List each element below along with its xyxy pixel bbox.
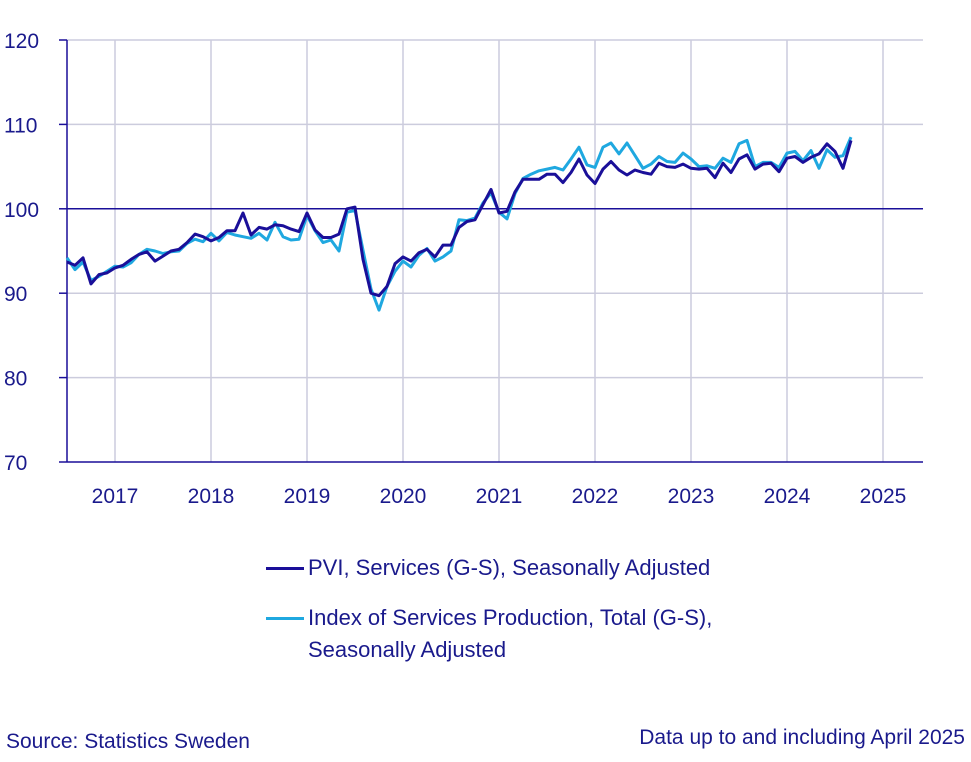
series-line-pvi bbox=[66, 139, 853, 298]
x-tick-label-2019: 2019 bbox=[284, 485, 331, 508]
tick-labels: 70 80 90 100 110 120 2017 2018 2019 2020 2021 2022 2… bbox=[4, 30, 906, 508]
x-tick-label-2023: 2023 bbox=[668, 485, 715, 508]
x-tick-label-2018: 2018 bbox=[188, 485, 235, 508]
legend-label-services-production: Index of Services Production, Total (G-S… bbox=[308, 605, 713, 662]
x-tick-label-2024: 2024 bbox=[764, 485, 811, 508]
series-lines bbox=[65, 136, 853, 312]
source-note: Source: Statistics Sweden bbox=[6, 730, 250, 753]
y-tick-label-90: 90 bbox=[4, 283, 27, 306]
legend-swatch-services-production bbox=[266, 617, 304, 620]
data-range-note: Data up to and including April 2025 bbox=[639, 726, 965, 749]
y-tick-label-70: 70 bbox=[4, 452, 27, 475]
legend-item-pvi[interactable]: PVI, Services (G-S), Seasonally Adjusted bbox=[262, 552, 732, 584]
y-tick-label-100: 100 bbox=[4, 199, 39, 222]
legend-swatch-pvi bbox=[266, 567, 304, 570]
x-tick-label-2020: 2020 bbox=[380, 485, 427, 508]
x-tick-label-2022: 2022 bbox=[572, 485, 619, 508]
legend: PVI, Services (G-S), Seasonally Adjusted… bbox=[262, 552, 732, 684]
legend-label-pvi: PVI, Services (G-S), Seasonally Adjusted bbox=[308, 555, 711, 580]
grid-lines bbox=[67, 39, 923, 462]
x-tick-label-2025: 2025 bbox=[860, 485, 907, 508]
y-tick-label-120: 120 bbox=[4, 30, 39, 53]
x-tick-label-2017: 2017 bbox=[92, 485, 139, 508]
legend-item-services-production[interactable]: Index of Services Production, Total (G-S… bbox=[262, 602, 732, 666]
y-tick-label-110: 110 bbox=[4, 114, 37, 137]
series-line-services-production bbox=[65, 136, 853, 312]
y-tick-label-80: 80 bbox=[4, 368, 27, 391]
line-chart: 70 80 90 100 110 120 2017 2018 2019 2020 2021 2022 2… bbox=[4, 30, 923, 508]
axes bbox=[59, 39, 923, 463]
x-tick-label-2021: 2021 bbox=[476, 485, 523, 508]
